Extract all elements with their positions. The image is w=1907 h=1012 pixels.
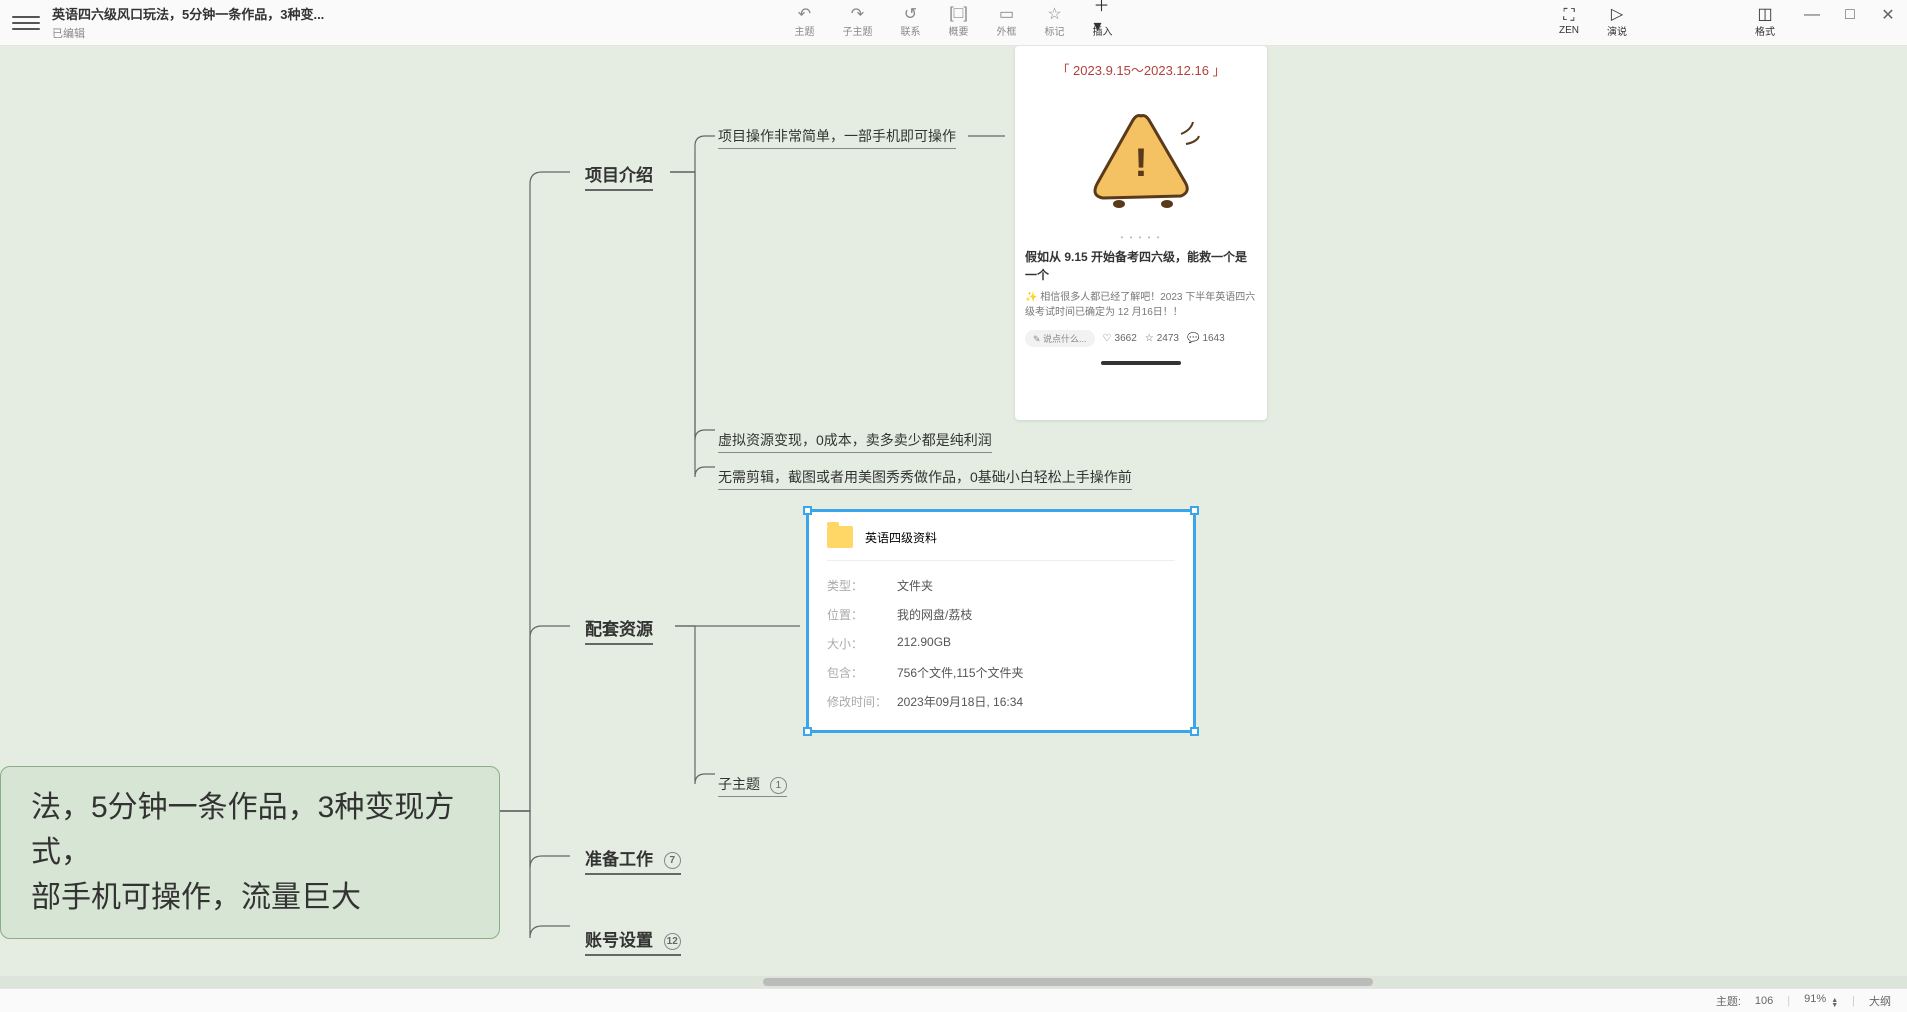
sub-intro-2[interactable]: 虚拟资源变现，0成本，卖多卖少都是纯利润 xyxy=(718,430,992,453)
resize-handle-bl[interactable] xyxy=(803,727,812,736)
folder-row-location: 位置： 我的网盘/荔枝 xyxy=(827,600,1175,629)
format-icon: ◫ xyxy=(1756,7,1774,21)
folder-row-size: 大小： 212.90GB xyxy=(827,629,1175,658)
status-topic-count: 106 xyxy=(1755,995,1773,1007)
svg-text:!: ! xyxy=(1134,141,1147,185)
social-tag[interactable]: ✎ 说点什么... xyxy=(1025,330,1095,347)
resize-handle-tl[interactable] xyxy=(803,506,812,515)
branch-resource[interactable]: 配套资源 xyxy=(585,615,653,645)
status-zoom[interactable]: 91% ▲▼ xyxy=(1804,993,1838,1008)
tool-format[interactable]: ◫ 格式 xyxy=(1755,7,1775,38)
tool-boundary[interactable]: ▭ 外框 xyxy=(997,7,1017,38)
social-stats: ✎ 说点什么... ♡3662 ☆2473 💬1643 xyxy=(1025,330,1257,347)
summary-icon: [□] xyxy=(950,7,968,21)
branch-intro[interactable]: 项目介绍 xyxy=(585,161,653,191)
document-title: 英语四六级风口玩法，5分钟一条作品，3种变... xyxy=(52,4,324,23)
social-title: 假如从 9.15 开始备考四六级，能救一个是一个 xyxy=(1025,248,1257,284)
minimize-button[interactable]: — xyxy=(1803,6,1821,24)
tool-summary[interactable]: [□] 概要 xyxy=(949,7,969,38)
tool-relation[interactable]: ↺ 联系 xyxy=(901,7,921,38)
star-icon: ☆ xyxy=(1145,333,1154,344)
branch-prepare-badge: 7 xyxy=(664,852,681,869)
social-image: ! xyxy=(1025,89,1257,229)
tool-insert[interactable]: ＋▾ 插入 xyxy=(1093,7,1113,38)
sub-intro-3[interactable]: 无需剪辑，截图或者用美图秀秀做作品，0基础小白轻松上手操作前 xyxy=(718,467,1132,490)
root-line2: 部手机可操作，流量巨大 xyxy=(31,875,469,920)
sub-resource-child[interactable]: 子主题 1 xyxy=(718,774,787,797)
social-dots: • • • • • xyxy=(1025,233,1257,242)
folder-icon xyxy=(827,526,853,548)
folder-name: 英语四级资料 xyxy=(865,529,937,546)
title-area: 英语四六级风口玩法，5分钟一条作品，3种变... 已编辑 xyxy=(52,4,324,41)
tool-zen[interactable]: ⛶ ZEN xyxy=(1559,9,1579,36)
zen-icon: ⛶ xyxy=(1560,9,1578,23)
window-controls: — □ ✕ xyxy=(1803,0,1897,30)
resize-handle-br[interactable] xyxy=(1190,727,1199,736)
social-date: 「 2023.9.15～2023.12.16 」 xyxy=(1025,60,1257,79)
boundary-icon: ▭ xyxy=(998,7,1016,21)
relation-icon: ↺ xyxy=(902,7,920,21)
top-toolbar: 英语四六级风口玩法，5分钟一条作品，3种变... 已编辑 ↶ 主题 ↷ 子主题 … xyxy=(0,0,1907,46)
root-line1: 法，5分钟一条作品，3种变现方式， xyxy=(31,785,469,875)
scrollbar-thumb[interactable] xyxy=(763,978,1373,986)
resize-handle-tr[interactable] xyxy=(1190,506,1199,515)
folder-row-modified: 修改时间： 2023年09月18日, 16:34 xyxy=(827,687,1175,716)
maximize-button[interactable]: □ xyxy=(1841,6,1859,24)
topic-icon: ↶ xyxy=(796,7,814,21)
social-desc: ✨ 相信很多人都已经了解吧！2023 下半年英语四六级考试时间已确定为 12 月… xyxy=(1025,290,1257,320)
tool-subtopic[interactable]: ↷ 子主题 xyxy=(843,7,873,38)
status-sep2: | xyxy=(1852,995,1855,1007)
marker-icon: ☆ xyxy=(1046,7,1064,21)
root-topic[interactable]: 法，5分钟一条作品，3种变现方式， 部手机可操作，流量巨大 xyxy=(0,766,500,939)
branch-prepare[interactable]: 准备工作 7 xyxy=(585,845,681,875)
social-card[interactable]: 「 2023.9.15～2023.12.16 」 ! • • • • • 假如从… xyxy=(1015,46,1267,420)
social-comments[interactable]: 💬1643 xyxy=(1187,333,1225,344)
branch-account-badge: 12 xyxy=(664,933,681,950)
status-bar: 主题: 106 | 91% ▲▼ | 大纲 xyxy=(0,988,1907,1012)
folder-row-type: 类型： 文件夹 xyxy=(827,571,1175,600)
document-status: 已编辑 xyxy=(52,25,324,41)
tool-present[interactable]: ▷ 演说 xyxy=(1607,7,1627,38)
tool-topic[interactable]: ↶ 主题 xyxy=(795,7,815,38)
horizontal-scrollbar[interactable] xyxy=(0,976,1907,988)
status-sep: | xyxy=(1787,995,1790,1007)
insert-icon: ＋▾ xyxy=(1094,7,1112,21)
social-likes[interactable]: ♡3662 xyxy=(1103,333,1137,344)
social-stars[interactable]: ☆2473 xyxy=(1145,333,1179,344)
heart-icon: ♡ xyxy=(1103,333,1112,344)
sub-resource-badge: 1 xyxy=(770,777,787,794)
status-outline[interactable]: 大纲 xyxy=(1869,993,1891,1009)
folder-header: 英语四级资料 xyxy=(827,526,1175,561)
close-button[interactable]: ✕ xyxy=(1879,6,1897,24)
toolbar-center: ↶ 主题 ↷ 子主题 ↺ 联系 [□] 概要 ▭ 外框 ☆ 标记 ＋▾ 插入 xyxy=(795,7,1113,38)
subtopic-icon: ↷ xyxy=(849,7,867,21)
hamburger-menu[interactable] xyxy=(12,9,40,37)
status-topic-label: 主题: xyxy=(1716,993,1741,1009)
branch-account[interactable]: 账号设置 12 xyxy=(585,926,681,956)
present-icon: ▷ xyxy=(1608,7,1626,21)
folder-row-contains: 包含： 756个文件,115个文件夹 xyxy=(827,658,1175,687)
tool-marker[interactable]: ☆ 标记 xyxy=(1045,7,1065,38)
folder-info-card[interactable]: 英语四级资料 类型： 文件夹 位置： 我的网盘/荔枝 大小： 212.90GB … xyxy=(806,509,1196,733)
comment-icon: 💬 xyxy=(1187,333,1199,344)
sub-intro-1[interactable]: 项目操作非常简单，一部手机即可操作 xyxy=(718,126,956,149)
zoom-arrows-icon[interactable]: ▲▼ xyxy=(1831,998,1838,1008)
mindmap-canvas[interactable]: 法，5分钟一条作品，3种变现方式， 部手机可操作，流量巨大 项目介绍 配套资源 … xyxy=(0,46,1907,988)
home-indicator xyxy=(1101,361,1181,365)
